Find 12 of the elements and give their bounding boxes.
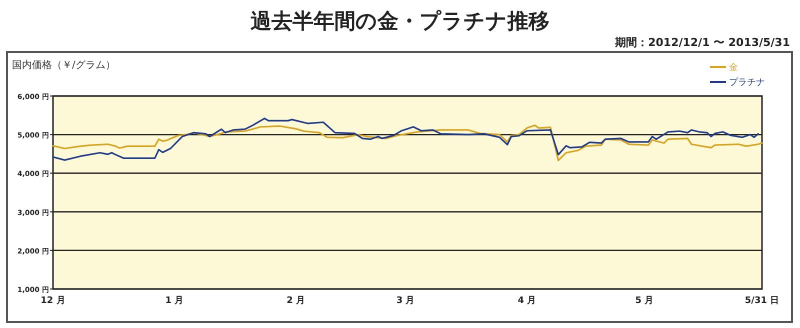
x-tick-label: 3 月	[396, 295, 415, 306]
legend-label: プラチナ	[729, 77, 765, 88]
x-tick-label: 5 月	[635, 295, 654, 306]
y-axis-title: 国内価格（￥/グラム）	[12, 59, 116, 71]
x-tick-label: 2 月	[286, 295, 306, 306]
x-tick-label: 5/31 日	[744, 295, 780, 306]
chart-subtitle: 期間：2012/12/1 〜 2013/5/31	[614, 36, 790, 49]
legend-label: 金	[729, 62, 738, 73]
x-tick-label: 12 月	[40, 295, 66, 306]
x-tick-label: 1 月	[165, 295, 184, 306]
x-tick-label: 4 月	[518, 295, 536, 306]
chart-title: 過去半年間の金・プラチナ推移	[250, 9, 550, 33]
